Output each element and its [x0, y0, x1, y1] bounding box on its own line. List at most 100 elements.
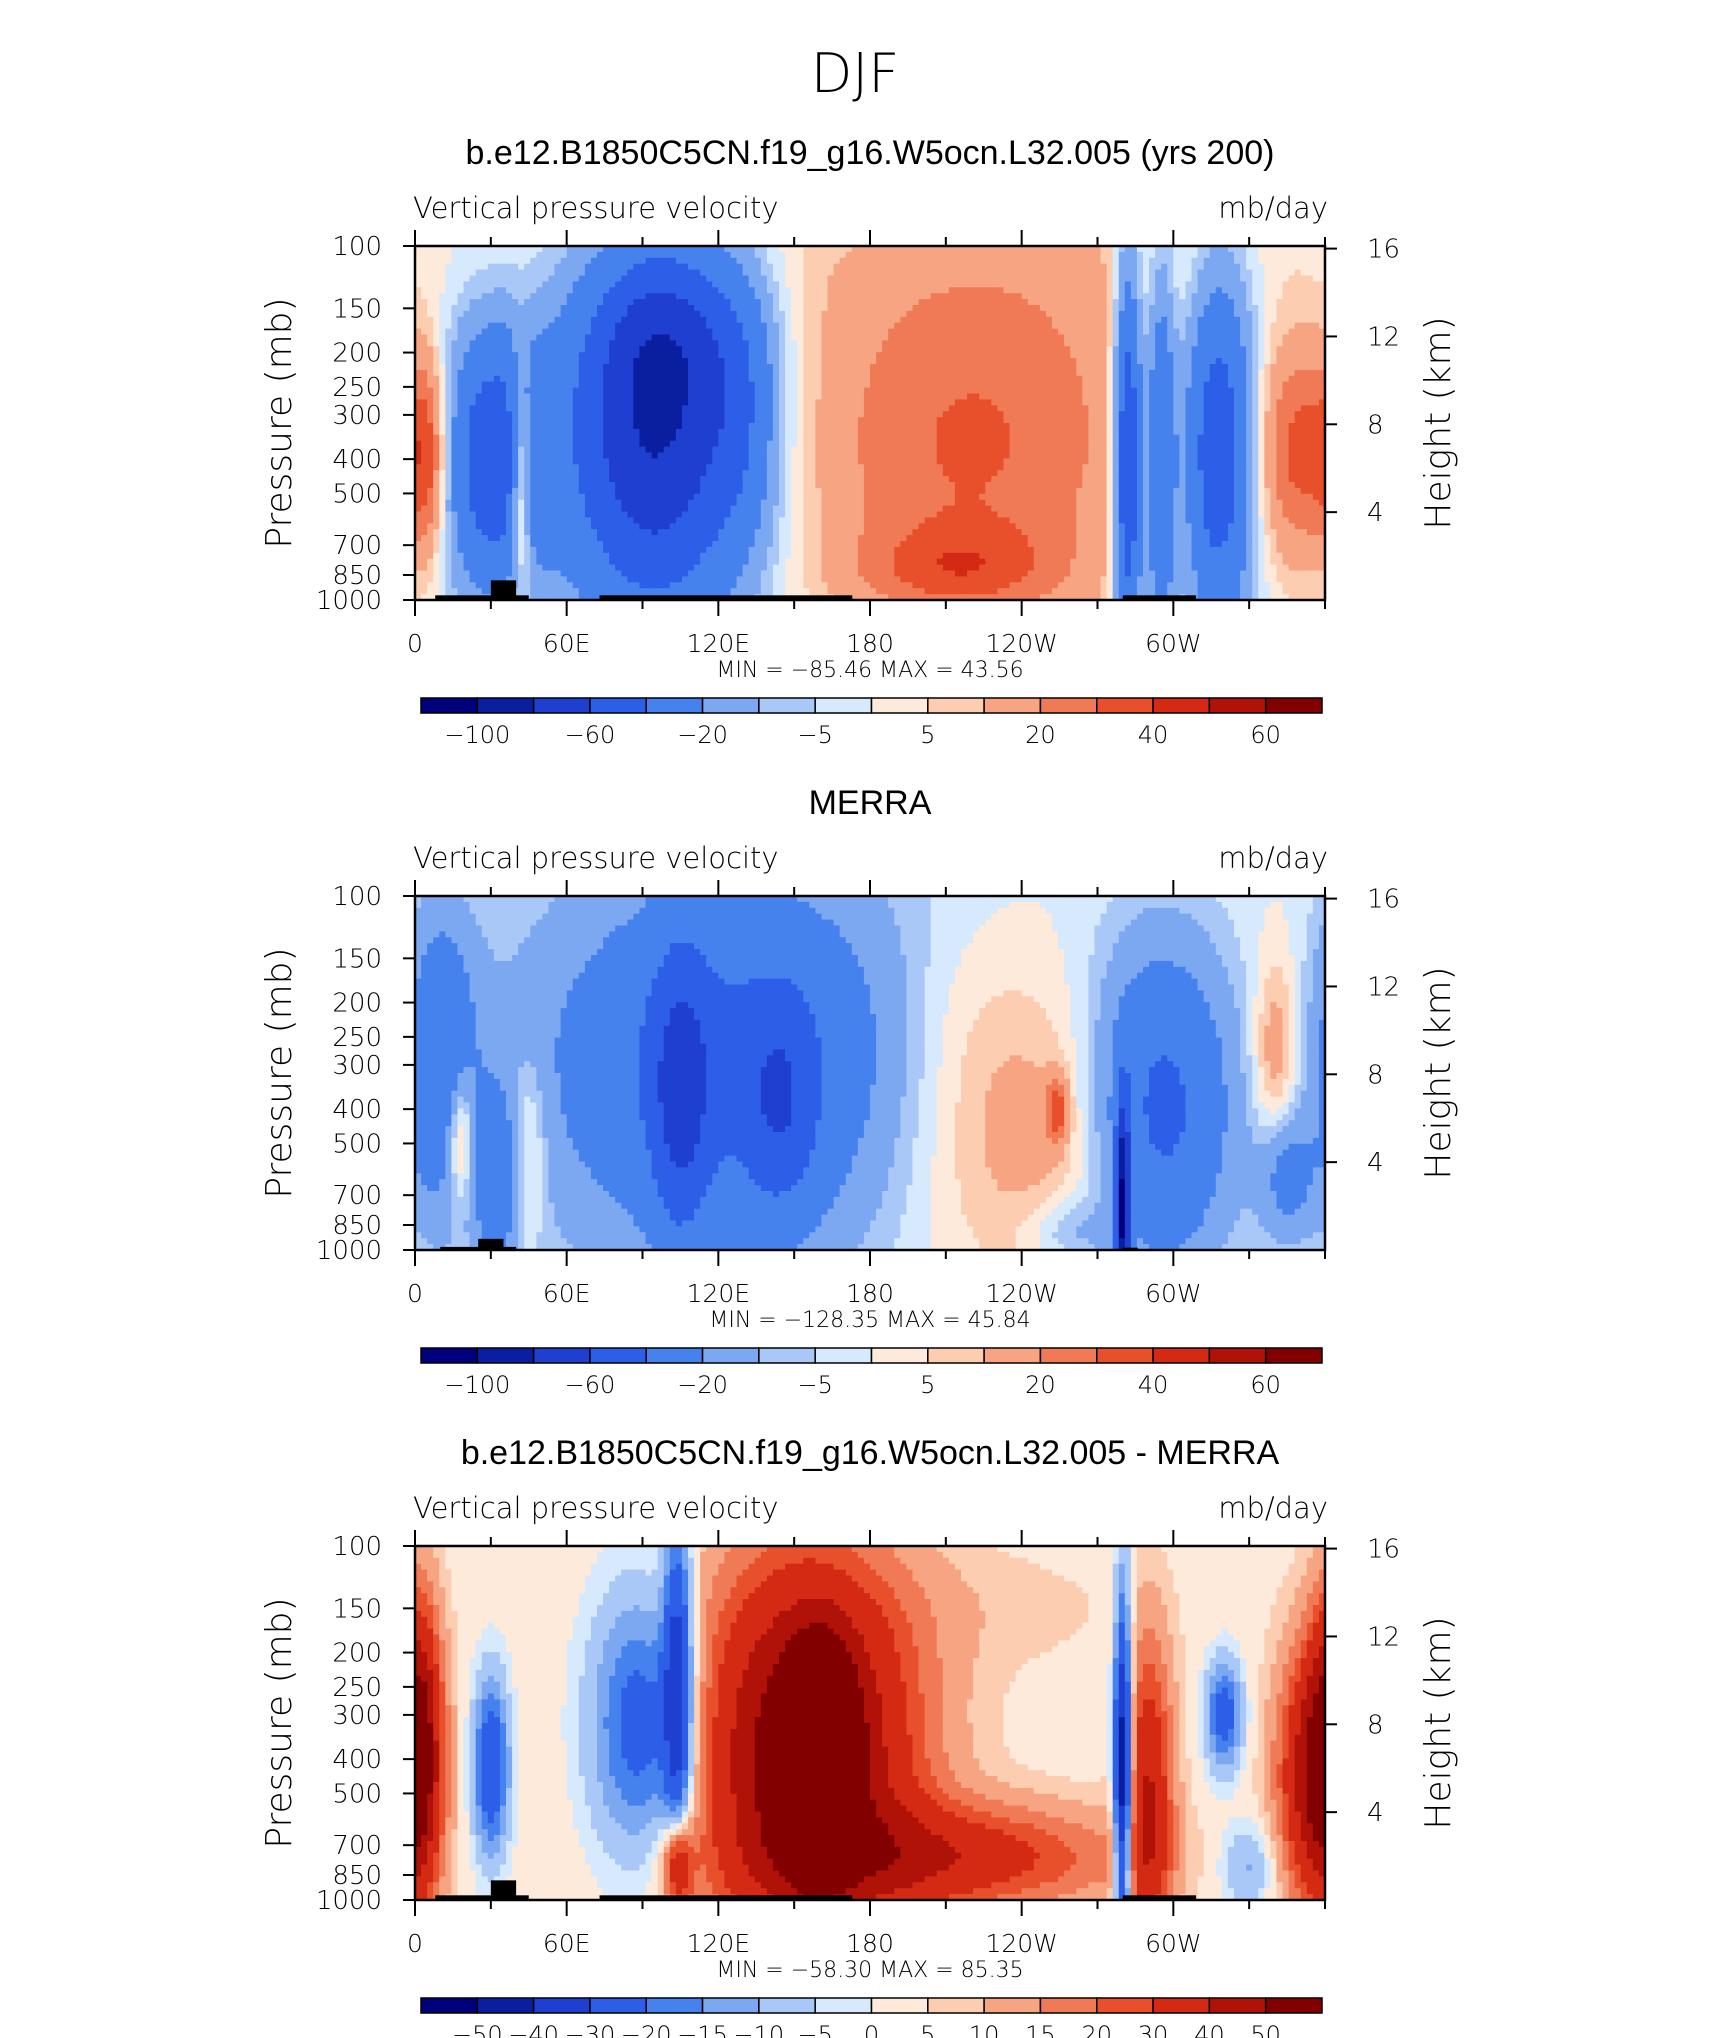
field-cell: [815, 257, 823, 265]
field-cell: [857, 434, 865, 442]
field-cell: [894, 352, 901, 359]
field-cell: [1191, 428, 1199, 436]
field-cell: [857, 263, 865, 271]
field-cell: [1221, 340, 1229, 347]
field-cell: [748, 387, 756, 395]
field-cell: [512, 346, 519, 353]
field-cell: [1282, 369, 1290, 377]
field-cell: [1227, 405, 1235, 412]
field-cell: [481, 393, 489, 400]
field-cell: [554, 393, 562, 400]
field-cell: [1306, 369, 1314, 377]
field-cell: [1215, 434, 1223, 442]
field-cell: [1209, 305, 1217, 312]
field-cell: [651, 340, 659, 347]
field-cell: [1058, 305, 1065, 312]
field-cell: [1185, 316, 1193, 324]
field-cell: [1215, 417, 1223, 424]
field-cell: [827, 358, 835, 365]
field-cell: [433, 340, 440, 347]
field-cell: [457, 387, 465, 395]
field-cell: [706, 305, 713, 312]
field-cell: [1033, 375, 1041, 383]
field-cell: [1112, 369, 1120, 377]
field-cell: [1227, 346, 1235, 353]
field-cell: [1027, 287, 1035, 294]
field-cell: [621, 334, 628, 341]
field-cell: [706, 246, 713, 253]
field-cell: [954, 352, 962, 359]
field-cell: [1161, 275, 1168, 282]
field-cell: [839, 251, 847, 259]
field-cell: [1306, 334, 1314, 341]
field-cell: [554, 417, 562, 424]
field-cell: [572, 269, 580, 277]
field-cell: [1015, 346, 1023, 353]
field-cell: [639, 269, 647, 277]
field-cell: [1173, 434, 1180, 442]
field-cell: [463, 305, 471, 312]
field-cell: [633, 305, 641, 312]
field-cell: [833, 293, 841, 300]
field-cell: [906, 316, 914, 324]
field-cell: [906, 310, 914, 318]
field-cell: [463, 334, 471, 341]
field-cell: [724, 328, 732, 336]
field-cell: [433, 328, 440, 336]
field-cell: [803, 328, 810, 336]
field-cell: [1149, 328, 1156, 336]
field-cell: [615, 405, 622, 412]
field-cell: [1288, 281, 1296, 288]
field-cell: [475, 281, 483, 288]
field-cell: [627, 428, 634, 436]
field-cell: [912, 417, 920, 424]
field-cell: [1258, 417, 1265, 424]
field-cell: [566, 334, 574, 341]
field-cell: [530, 405, 537, 412]
field-cell: [712, 246, 719, 253]
field-cell: [1058, 352, 1065, 359]
field-cell: [979, 375, 986, 383]
field-cell: [700, 340, 707, 347]
field-cell: [1240, 246, 1247, 253]
field-cell: [712, 381, 719, 389]
field-cell: [760, 287, 768, 294]
field-cell: [481, 334, 489, 341]
field-cell: [651, 358, 659, 365]
field-cell: [1088, 387, 1096, 395]
field-cell: [1143, 287, 1150, 294]
field-cell: [785, 405, 792, 412]
field-cell: [924, 393, 932, 400]
field-cell: [1264, 352, 1271, 359]
field-cell: [512, 411, 519, 418]
field-cell: [590, 434, 598, 442]
field-cell: [1058, 393, 1065, 400]
field-cell: [1288, 251, 1296, 259]
field-cell: [1173, 340, 1180, 347]
field-cell: [463, 346, 471, 353]
field-cell: [742, 346, 750, 353]
field-cell: [809, 346, 816, 353]
field-cell: [1100, 281, 1108, 288]
field-cell: [1215, 411, 1223, 418]
field-cell: [694, 375, 701, 383]
field-cell: [1124, 346, 1132, 353]
field-cell: [839, 411, 847, 418]
field-cell: [554, 287, 562, 294]
field-cell: [518, 381, 525, 389]
field-cell: [985, 269, 992, 277]
field-cell: [1149, 381, 1156, 389]
field-cell: [1088, 269, 1096, 277]
field-cell: [475, 375, 483, 383]
field-cell: [766, 310, 774, 318]
field-cell: [1088, 246, 1096, 253]
field-cell: [760, 269, 768, 277]
field-cell: [1052, 340, 1059, 347]
field-cell: [936, 322, 944, 330]
field-cell: [712, 299, 719, 306]
field-cell: [863, 263, 871, 271]
field-cell: [542, 340, 550, 347]
field-cell: [924, 293, 932, 300]
field-cell: [639, 275, 647, 282]
field-cell: [633, 287, 641, 294]
